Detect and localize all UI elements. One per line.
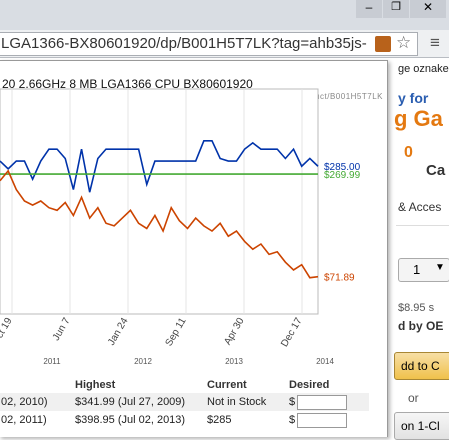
one-click-button[interactable]: on 1-Cl xyxy=(394,412,449,440)
divider xyxy=(396,225,449,226)
menu-icon[interactable]: ≡ xyxy=(430,33,440,52)
page-text: $8.95 s xyxy=(398,302,435,314)
x-tick-label: Jan 24 xyxy=(106,316,131,348)
page-text: 0 xyxy=(404,144,413,161)
bookmarks-label: ge oznake xyxy=(398,63,449,75)
price-line xyxy=(0,169,319,279)
table-cell: $ xyxy=(289,396,296,408)
page-text: Ca xyxy=(426,162,446,179)
restore-button[interactable]: ❐ xyxy=(383,0,409,18)
table-header: Highest xyxy=(75,379,116,391)
table-cell: 02, 2010) xyxy=(1,396,48,408)
plot-area xyxy=(0,88,319,315)
table-cell: 02, 2011) xyxy=(1,414,47,426)
x-tick-label: Oct 19 xyxy=(0,316,15,347)
page-text: 1 xyxy=(413,262,421,277)
year-label: 2013 xyxy=(225,357,243,366)
title-bar: – ❐ ✕ xyxy=(0,0,449,30)
desired-price-input[interactable] xyxy=(297,395,347,410)
page-text: & Acces xyxy=(398,200,442,214)
page-text: d by OE xyxy=(398,319,444,333)
page-text: or xyxy=(408,391,419,405)
x-tick-label: Sep 11 xyxy=(164,316,189,349)
price-table: Highest Current Desired 02, 2010) $341.99 (J… xyxy=(0,375,387,437)
year-label: 2012 xyxy=(134,357,152,366)
table-cell: $ xyxy=(289,414,296,426)
row-background xyxy=(0,393,369,411)
x-tick-label: Jun 7 xyxy=(51,316,73,343)
minimize-button[interactable]: – xyxy=(356,0,382,18)
popup-title: 20 2.66GHz 8 MB LGA1366 CPU BX80601920 xyxy=(2,77,253,91)
page-text: dd to C xyxy=(401,359,440,373)
price-chart: Oct 19 Jun 7 Jan 24 Sep 11 Apr 30 Dec 17 2011 2… xyxy=(0,88,361,366)
year-label: 2014 xyxy=(316,357,334,366)
price-label: $71.89 xyxy=(324,273,355,284)
close-button[interactable]: ✕ xyxy=(410,0,446,18)
dropdown-arrow: ▼ xyxy=(435,262,445,273)
x-tick-label: Dec 17 xyxy=(279,316,305,349)
table-cell: $341.99 (Jul 27, 2009) xyxy=(75,396,186,408)
toolbar: LGA1366-BX80601920/dp/B001H5T7LK?tag=ahb… xyxy=(0,30,449,58)
table-cell: $398.95 (Jul 02, 2013) xyxy=(75,414,186,426)
address-bar[interactable]: LGA1366-BX80601920/dp/B001H5T7LK?tag=ahb… xyxy=(0,32,418,56)
table-cell: Not in Stock xyxy=(207,396,267,408)
price-label: $269.99 xyxy=(324,170,361,181)
page-text: on 1-Cl xyxy=(401,419,440,433)
address-text: LGA1366-BX80601920/dp/B001H5T7LK?tag=ahb… xyxy=(1,35,367,52)
popup: 20 2.66GHz 8 MB LGA1366 CPU BX80601920 h… xyxy=(0,60,388,437)
page-text: g Ga xyxy=(394,106,443,131)
background-page: y for g Ga 0 Ca & Acces 1 ▼ $8.95 s d by… xyxy=(390,80,449,440)
table-header: Desired xyxy=(289,379,330,391)
table-header: Current xyxy=(207,379,247,391)
star-icon[interactable]: ☆ xyxy=(396,33,412,52)
add-to-cart-button[interactable]: dd to C xyxy=(394,352,449,380)
quantity-select[interactable]: 1 ▼ xyxy=(398,258,449,282)
page-text: y for xyxy=(398,90,429,106)
year-label: 2011 xyxy=(43,357,61,366)
desired-price-input[interactable] xyxy=(297,413,347,428)
price-line xyxy=(0,140,319,193)
table-cell: $285 xyxy=(207,414,232,426)
price-label: $285.00 xyxy=(324,162,361,173)
extension-icon[interactable] xyxy=(375,36,391,52)
x-tick-label: Apr 30 xyxy=(222,316,246,347)
